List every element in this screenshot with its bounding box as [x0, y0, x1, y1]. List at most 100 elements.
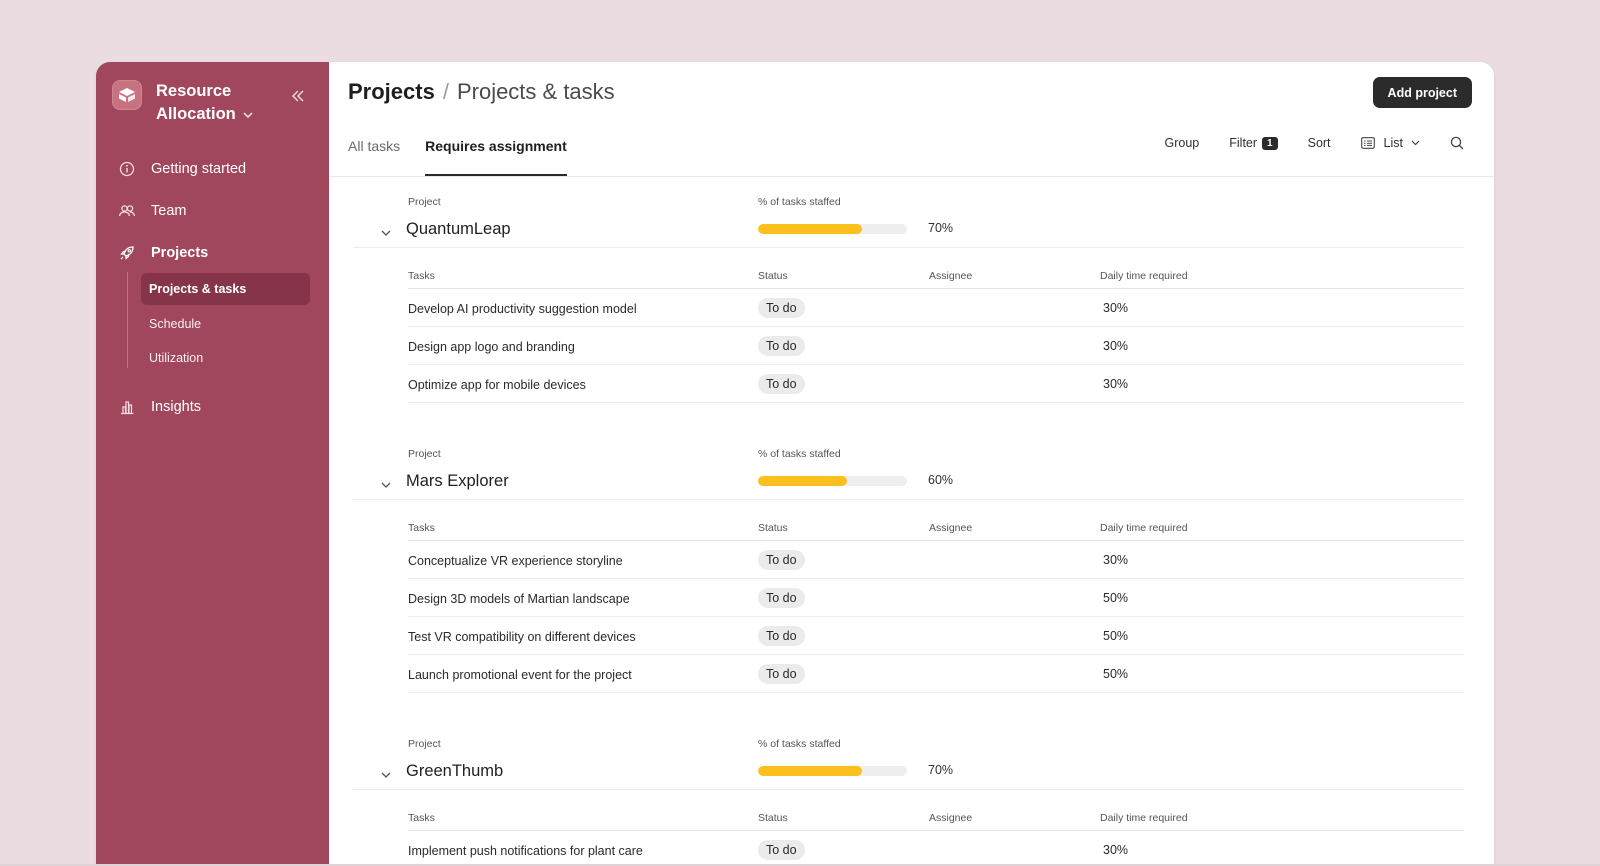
status-badge[interactable]: To do — [758, 374, 805, 394]
view-label: List — [1383, 136, 1403, 150]
page-bottom-edge — [0, 864, 1600, 866]
tasks-column-label: Tasks — [408, 522, 435, 534]
tasks-column-label: Tasks — [408, 270, 435, 282]
subnav-label: Projects & tasks — [149, 282, 247, 296]
project-name[interactable]: GreenThumb — [406, 762, 504, 780]
status-column-label: Status — [758, 522, 788, 534]
sidebar: Resource Allocation Getting started Team — [96, 62, 329, 866]
table-row[interactable]: Optimize app for mobile devices To do 30… — [408, 365, 1464, 403]
chevron-down-icon[interactable] — [381, 224, 391, 242]
progress-fill — [758, 766, 863, 776]
sort-label: Sort — [1307, 136, 1331, 150]
nav-team[interactable]: Team — [118, 199, 186, 223]
status-badge[interactable]: To do — [758, 550, 805, 570]
project-header: Project % of tasks staffed QuantumLeap 7… — [353, 177, 1464, 248]
breadcrumb-root[interactable]: Projects — [348, 79, 435, 104]
group-label: Group — [1164, 136, 1200, 150]
status-badge[interactable]: To do — [758, 298, 805, 318]
task-table-header: Tasks Status Assignee Daily time require… — [408, 500, 1464, 541]
chevron-down-icon[interactable] — [381, 766, 391, 784]
subnav-label: Schedule — [149, 317, 202, 331]
search-icon[interactable] — [1450, 136, 1464, 150]
staffed-progress-bar — [758, 766, 907, 776]
project-group: Project % of tasks staffed GreenThumb 70… — [353, 719, 1464, 866]
group-button[interactable]: Group — [1165, 136, 1200, 150]
subnav-label: Utilization — [149, 351, 204, 365]
rocket-icon — [118, 244, 136, 262]
status-badge[interactable]: To do — [758, 336, 805, 356]
workspace-name-line1: Resource — [156, 82, 232, 100]
staffed-column-label: % of tasks staffed — [758, 738, 841, 750]
staffed-column-label: % of tasks staffed — [758, 448, 841, 460]
subnav-projects-tasks[interactable]: Projects & tasks — [141, 273, 310, 305]
project-column-label: Project — [408, 448, 441, 460]
workspace-logo-icon — [112, 80, 142, 110]
progress-fill — [758, 476, 848, 486]
table-row[interactable]: Conceptualize VR experience storyline To… — [408, 541, 1464, 579]
progress-fill — [758, 224, 863, 234]
table-row[interactable]: Develop AI productivity suggestion model… — [408, 289, 1464, 327]
sort-button[interactable]: Sort — [1308, 136, 1331, 150]
project-name[interactable]: Mars Explorer — [406, 472, 509, 490]
table-row[interactable]: Design 3D models of Martian landscape To… — [408, 579, 1464, 617]
filter-button[interactable]: Filter 1 — [1229, 136, 1278, 150]
breadcrumb: Projects / Projects & tasks — [348, 79, 615, 105]
daily-time: 30% — [1103, 553, 1129, 567]
nav-label: Projects — [151, 245, 209, 261]
nav-label: Getting started — [151, 161, 247, 177]
tab-requires-assignment[interactable]: Requires assignment — [425, 132, 567, 176]
task-table: Tasks Status Assignee Daily time require… — [408, 248, 1464, 403]
daily-time: 50% — [1103, 667, 1129, 681]
project-header: Project % of tasks staffed GreenThumb 70… — [353, 719, 1464, 790]
status-column-label: Status — [758, 812, 788, 824]
breadcrumb-separator: / — [442, 79, 449, 104]
assignee-column-label: Assignee — [929, 522, 973, 534]
project-group: Project % of tasks staffed Mars Explorer… — [353, 429, 1464, 719]
chevron-down-icon[interactable] — [381, 476, 391, 494]
workspace-name-line2: Allocation — [156, 105, 236, 123]
collapse-sidebar-icon[interactable] — [286, 84, 310, 108]
nav-insights[interactable]: Insights — [118, 395, 201, 419]
status-badge[interactable]: To do — [758, 626, 805, 646]
add-project-button[interactable]: Add project — [1372, 77, 1472, 108]
tasks-column-label: Tasks — [408, 812, 435, 824]
daily-time: 30% — [1103, 843, 1129, 857]
table-row[interactable]: Design app logo and branding To do 30% — [408, 327, 1464, 365]
subnav-schedule[interactable]: Schedule — [141, 308, 310, 340]
project-name[interactable]: QuantumLeap — [406, 220, 511, 238]
table-row[interactable]: Implement push notifications for plant c… — [408, 831, 1464, 866]
status-badge[interactable]: To do — [758, 664, 805, 684]
view-selector[interactable]: List — [1360, 136, 1420, 150]
table-row[interactable]: Test VR compatibility on different devic… — [408, 617, 1464, 655]
staffed-column-label: % of tasks staffed — [758, 196, 841, 208]
staffed-progress-bar — [758, 224, 907, 234]
subnav-utilization[interactable]: Utilization — [141, 342, 310, 374]
tabs-divider — [329, 176, 1494, 177]
project-column-label: Project — [408, 196, 441, 208]
app-window: Resource Allocation Getting started Team — [96, 62, 1494, 866]
daily-time: 50% — [1103, 629, 1129, 643]
status-badge[interactable]: To do — [758, 588, 805, 608]
task-name: Conceptualize VR experience storyline — [408, 554, 623, 568]
time-column-label: Daily time required — [1100, 812, 1188, 824]
nav-getting-started[interactable]: Getting started — [118, 157, 246, 181]
task-name: Implement push notifications for plant c… — [408, 844, 643, 858]
tab-all-tasks[interactable]: All tasks — [348, 138, 401, 154]
task-table-header: Tasks Status Assignee Daily time require… — [408, 248, 1464, 289]
bar-chart-icon — [118, 398, 136, 416]
daily-time: 30% — [1103, 301, 1129, 315]
project-header: Project % of tasks staffed Mars Explorer… — [353, 429, 1464, 500]
status-badge[interactable]: To do — [758, 840, 805, 860]
task-name: Launch promotional event for the project — [408, 668, 632, 682]
nav-label: Team — [151, 203, 187, 219]
toolbar: Group Filter 1 Sort List — [1135, 136, 1464, 150]
nav-projects[interactable]: Projects — [118, 241, 208, 265]
table-row[interactable]: Launch promotional event for the project… — [408, 655, 1464, 693]
project-column-label: Project — [408, 738, 441, 750]
workspace-name: Resource Allocation — [156, 80, 253, 128]
workspace-switcher[interactable]: Resource Allocation — [112, 80, 253, 128]
assignee-column-label: Assignee — [929, 812, 973, 824]
staffed-percent: 60% — [928, 473, 954, 487]
assignee-column-label: Assignee — [929, 270, 973, 282]
list-view-icon — [1360, 137, 1375, 149]
